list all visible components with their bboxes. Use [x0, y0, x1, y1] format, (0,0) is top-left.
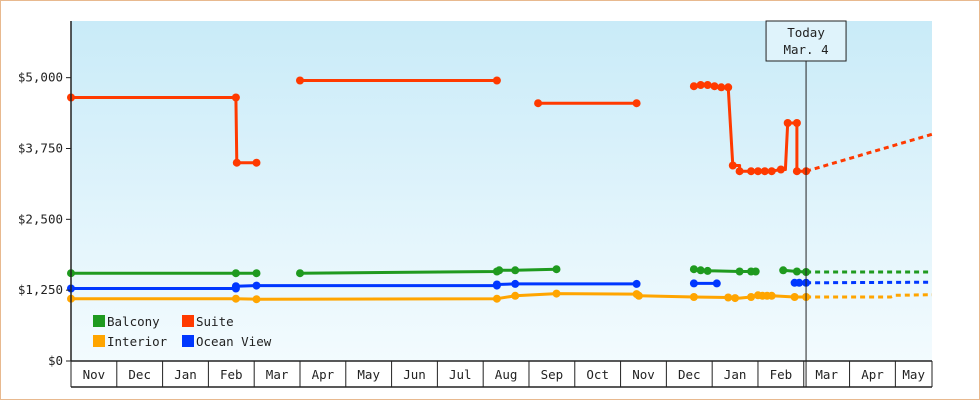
data-point-balcony — [735, 267, 744, 276]
data-point-suite — [728, 161, 737, 170]
forecast-line-ocean-view — [806, 280, 933, 285]
data-point-suite — [492, 76, 501, 85]
data-point-balcony — [792, 267, 801, 276]
data-point-suite — [776, 165, 785, 174]
legend-label-interior: Interior — [107, 334, 168, 349]
data-point-interior — [790, 293, 799, 301]
data-point-balcony — [689, 265, 698, 274]
x-tick-label: May — [902, 367, 925, 382]
forecast-line-suite — [805, 132, 933, 173]
data-point-balcony — [231, 269, 240, 278]
data-point-ocean-view — [511, 279, 520, 288]
data-point-ocean-view — [689, 279, 698, 288]
data-point-interior — [689, 293, 698, 301]
data-point-interior — [511, 291, 520, 300]
data-point-balcony — [252, 269, 261, 278]
y-tick-label: $1,250 — [18, 282, 63, 297]
data-point-suite — [735, 167, 744, 176]
series-line-ocean-view — [255, 282, 639, 288]
today-date: Mar. 4 — [783, 42, 828, 57]
x-tick-label: Dec — [678, 367, 701, 382]
legend-swatch-suite — [182, 315, 194, 327]
data-point-suite — [689, 82, 698, 91]
data-point-suite — [696, 81, 705, 89]
data-point-suite — [724, 83, 733, 92]
data-point-suite — [232, 158, 241, 167]
x-tick-label: Jun — [403, 367, 426, 382]
legend-swatch-balcony — [93, 315, 105, 327]
x-tick-label: Aug — [495, 367, 518, 382]
y-tick-label: $2,500 — [18, 211, 63, 226]
x-tick-label: Jan — [724, 367, 747, 382]
data-point-suite — [792, 119, 801, 127]
plot-background — [71, 21, 932, 361]
data-point-balcony — [511, 266, 520, 275]
data-point-balcony — [552, 265, 561, 274]
x-tick-label: Sep — [541, 367, 564, 382]
data-point-suite — [747, 167, 756, 176]
x-tick-label: Jan — [174, 367, 197, 382]
y-tick-label: $0 — [48, 353, 63, 368]
series-line-suite — [69, 96, 258, 165]
data-point-suite — [760, 167, 769, 176]
data-point-suite — [252, 158, 261, 167]
legend-label-balcony: Balcony — [107, 314, 160, 329]
data-point-interior — [252, 295, 261, 304]
y-tick-label: $5,000 — [18, 70, 63, 85]
legend-swatch-interior — [93, 335, 105, 347]
data-point-interior — [724, 293, 733, 302]
data-point-ocean-view — [252, 281, 261, 290]
x-tick-label: Apr — [312, 367, 335, 382]
data-point-interior — [231, 294, 240, 303]
data-point-ocean-view — [492, 280, 501, 289]
data-point-balcony — [495, 266, 504, 275]
data-point-balcony — [296, 269, 304, 278]
today-box — [765, 20, 847, 62]
x-tick-label: Feb — [770, 367, 793, 382]
data-point-balcony — [751, 267, 760, 276]
data-point-suite — [296, 76, 304, 85]
data-point-suite — [534, 99, 543, 108]
x-tick-label: May — [357, 367, 380, 382]
x-tick-label: Dec — [128, 367, 151, 382]
data-point-suite — [632, 99, 641, 108]
data-point-suite — [783, 119, 792, 127]
data-point-suite — [703, 81, 712, 89]
data-point-interior — [492, 294, 501, 303]
data-point-suite — [754, 167, 762, 176]
x-tick-label: Oct — [586, 367, 609, 382]
data-point-ocean-view — [712, 279, 721, 288]
data-point-suite — [792, 167, 801, 176]
data-point-interior — [634, 291, 643, 300]
y-tick-label: $3,750 — [18, 141, 63, 156]
data-point-interior — [731, 294, 740, 303]
data-point-ocean-view — [632, 279, 641, 288]
x-tick-label: Nov — [83, 367, 106, 382]
data-point-suite — [767, 167, 776, 176]
x-tick-label: Mar — [266, 367, 289, 382]
x-tick-label: Feb — [220, 367, 243, 382]
data-point-balcony — [696, 266, 705, 275]
data-point-suite — [231, 93, 240, 102]
data-point-balcony — [779, 266, 788, 275]
data-point-ocean-view — [231, 282, 240, 291]
data-point-ocean-view — [795, 278, 804, 287]
today-label: Today — [787, 25, 825, 40]
data-point-suite — [717, 83, 726, 92]
data-point-suite — [710, 82, 719, 91]
x-tick-label: Jul — [449, 367, 472, 382]
x-tick-label: Nov — [632, 367, 655, 382]
data-point-interior — [747, 293, 756, 301]
x-tick-label: Apr — [861, 367, 884, 382]
legend-label-suite: Suite — [196, 314, 234, 329]
data-point-balcony — [703, 266, 712, 275]
data-point-interior — [552, 289, 561, 298]
x-tick-label: Mar — [815, 367, 838, 382]
legend-label-ocean-view: Ocean View — [196, 334, 272, 349]
legend-swatch-ocean-view — [182, 335, 194, 347]
data-point-interior — [767, 291, 776, 300]
